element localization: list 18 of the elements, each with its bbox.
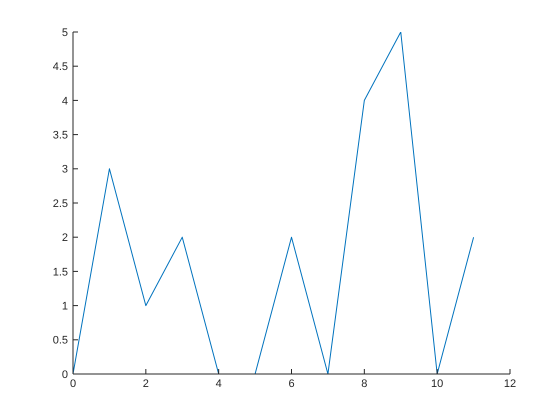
x-tick-label: 2	[142, 378, 149, 390]
y-tick-label: 4	[62, 95, 68, 108]
x-tick-label: 6	[288, 378, 295, 390]
x-tick-label: 10	[431, 378, 444, 390]
y-tick-label: 4.5	[52, 61, 68, 74]
y-tick-label: 3	[62, 164, 68, 176]
x-tick-label: 12	[504, 378, 516, 390]
x-tick-label: 0	[70, 378, 76, 390]
y-tick-label: 5	[62, 26, 68, 39]
y-tick-label: 2	[62, 232, 68, 244]
y-tick-label: 3.5	[52, 130, 68, 142]
y-tick-label: 1	[62, 300, 68, 313]
x-tick-label: 4	[216, 378, 222, 390]
y-tick-label: 1.5	[52, 266, 68, 278]
y-tick-label: 0.5	[52, 334, 68, 347]
x-tick-label: 8	[361, 378, 368, 390]
y-tick-label: 2.5	[52, 198, 68, 210]
y-tick-label: 0	[62, 368, 68, 381]
